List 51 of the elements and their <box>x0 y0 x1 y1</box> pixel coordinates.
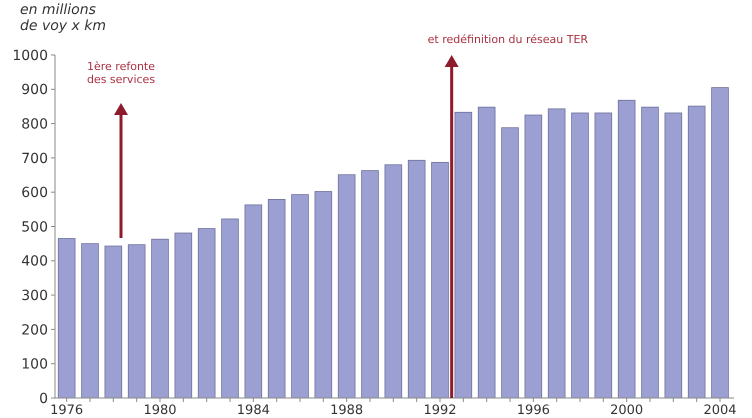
bar <box>221 218 239 398</box>
y-tick-label: 300 <box>21 288 48 304</box>
bar <box>524 114 542 398</box>
x-tick-label: 2000 <box>610 403 644 418</box>
x-tick-label: 2004 <box>703 403 737 418</box>
bar <box>501 127 519 398</box>
x-tick-label: 1980 <box>143 403 177 418</box>
bar <box>571 112 589 398</box>
y-tick-label: 500 <box>21 219 48 236</box>
bar <box>548 108 566 398</box>
y-tick-label: 0 <box>39 390 48 407</box>
bar <box>58 238 76 398</box>
bar <box>174 232 192 398</box>
bar <box>338 174 356 398</box>
x-tick-label: 1976 <box>50 403 84 418</box>
bar <box>664 112 682 398</box>
bar <box>291 194 309 398</box>
bar <box>128 244 146 398</box>
bar <box>688 106 706 398</box>
bar <box>384 164 402 398</box>
bar <box>641 106 659 398</box>
bar <box>478 106 496 398</box>
bar <box>314 191 332 398</box>
x-tick-label: 1996 <box>516 403 550 418</box>
y-tick-label: 1000 <box>12 48 48 64</box>
x-tick-label: 1992 <box>423 403 457 418</box>
ref-line-label: et redéfinition du réseau TER <box>428 33 588 46</box>
bar <box>81 243 99 398</box>
bar <box>618 100 636 398</box>
y-axis-title: en millions de voy x km <box>20 2 106 34</box>
bar <box>104 246 122 398</box>
y-tick-label: 600 <box>21 185 48 202</box>
y-tick-label: 400 <box>21 254 48 270</box>
y-tick-label: 800 <box>21 116 48 132</box>
bar <box>431 162 449 398</box>
bar <box>268 199 286 398</box>
bar <box>361 170 379 398</box>
bar <box>711 87 729 398</box>
y-tick-label: 900 <box>21 82 48 98</box>
y-tick-label: 200 <box>21 322 48 338</box>
bar <box>198 228 216 398</box>
x-tick-label: 1988 <box>330 403 364 418</box>
bar <box>454 112 472 398</box>
bar <box>408 160 426 398</box>
x-tick-label: 1984 <box>236 403 270 418</box>
bar <box>594 112 612 398</box>
y-tick-label: 700 <box>21 150 48 167</box>
bar <box>244 204 262 398</box>
annotation: 1ère refonte des services <box>86 60 156 86</box>
bar <box>151 238 169 398</box>
y-tick-label: 100 <box>21 356 48 373</box>
